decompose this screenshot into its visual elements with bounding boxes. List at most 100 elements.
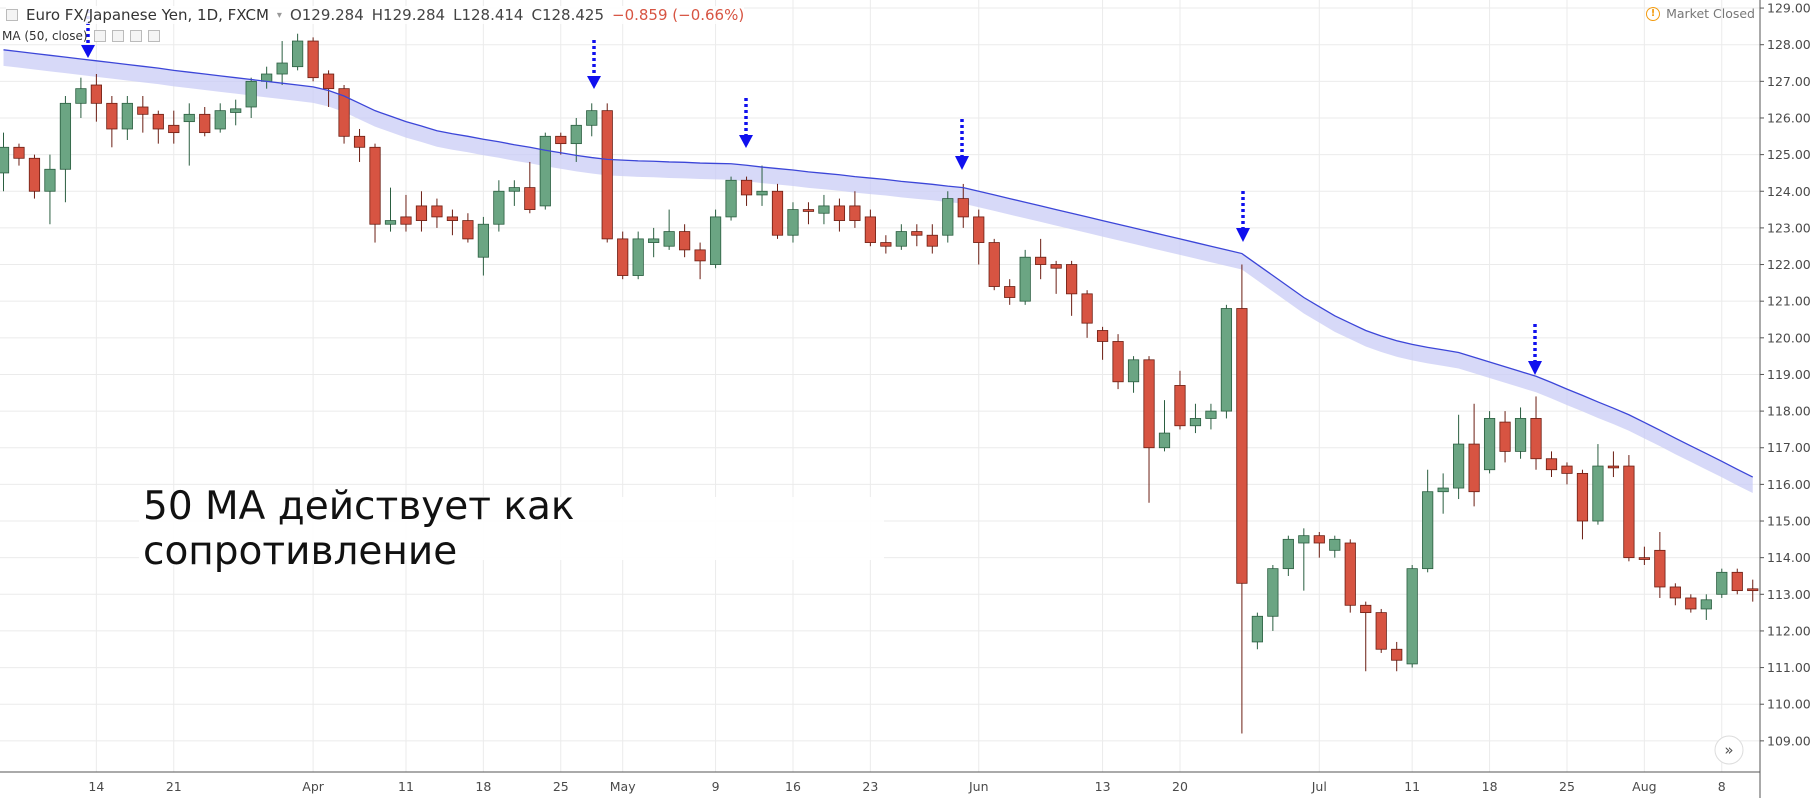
candle-body — [1298, 535, 1310, 544]
candle-body — [415, 205, 428, 221]
open-value: O129.284 — [289, 6, 364, 24]
candle-body — [508, 187, 520, 192]
candle-body — [1483, 418, 1496, 471]
y-tick-label: 123.000 — [1767, 220, 1811, 235]
candle-body — [1158, 432, 1171, 449]
market-status: ! Market Closed — [1646, 6, 1755, 21]
candle-body — [214, 110, 226, 130]
high-value: H129.284 — [371, 6, 446, 24]
candle-body — [1174, 385, 1186, 427]
low-value: L128.414 — [453, 6, 524, 24]
candle-body — [663, 231, 675, 247]
candle-body — [121, 102, 133, 130]
candle-body — [168, 124, 180, 134]
candle-body — [679, 231, 691, 251]
annotation: 50 MA действует как сопротивление — [139, 484, 884, 574]
candle-body — [1623, 465, 1635, 559]
y-tick-label: 114.000 — [1767, 550, 1811, 565]
candle-body — [1081, 293, 1093, 324]
candle-body — [1220, 308, 1233, 412]
y-tick-label: 122.000 — [1767, 257, 1811, 272]
candle-body — [59, 102, 72, 170]
candle-body — [1019, 256, 1031, 302]
x-tick-label: May — [610, 779, 636, 794]
y-tick-label: 117.000 — [1767, 440, 1811, 455]
candle-body — [1251, 615, 1263, 643]
indicator-button[interactable] — [93, 30, 106, 42]
candle-body — [1685, 597, 1697, 610]
candle-body — [1096, 330, 1109, 342]
y-tick-label: 110.000 — [1767, 697, 1811, 712]
candle-body — [1654, 549, 1666, 588]
x-tick-label: Aug — [1632, 779, 1656, 794]
status-icon: ! — [1646, 6, 1661, 21]
candle-body — [539, 135, 551, 207]
scroll-icon[interactable]: » — [1724, 741, 1733, 759]
annotation-text: 50 MA действует как сопротивление — [143, 483, 575, 574]
scroll-button[interactable]: » — [1714, 735, 1744, 765]
candle-body — [400, 216, 412, 225]
candle-body — [740, 179, 753, 196]
candle-body — [849, 205, 861, 221]
y-tick-label: 125.000 — [1767, 147, 1811, 162]
candle-body — [292, 40, 304, 68]
status-text: Market Closed — [1666, 6, 1755, 21]
y-tick-label: 115.000 — [1767, 514, 1811, 529]
x-tick-label: Jul — [1311, 779, 1327, 794]
candle-body — [199, 113, 211, 134]
x-tick-label: 25 — [553, 779, 569, 794]
y-tick-label: 124.000 — [1767, 184, 1811, 199]
arrow — [1236, 191, 1250, 242]
candle-body — [1561, 465, 1573, 474]
x-tick-label: 8 — [1718, 779, 1726, 794]
candle-body — [44, 168, 56, 192]
candle-body — [1422, 491, 1434, 570]
y-tick-label: 126.000 — [1767, 110, 1811, 125]
candle-body — [1731, 571, 1743, 592]
candle-body — [137, 106, 149, 115]
arrow — [955, 119, 969, 170]
close-value: C128.425 — [531, 6, 604, 24]
candle-body — [833, 205, 846, 221]
candle-body — [1716, 571, 1728, 595]
candle-body — [756, 190, 768, 196]
candle-body — [632, 238, 644, 276]
indicator-button[interactable] — [111, 30, 124, 42]
y-tick-label: 109.000 — [1767, 733, 1811, 748]
candle-body — [802, 209, 815, 212]
caret[interactable]: ▾ — [276, 9, 282, 21]
y-tick-label: 119.000 — [1767, 367, 1811, 382]
axes: 109.000 110.000 111.000 112.000 113.000 114.0… — [88, 1, 1811, 794]
indicator-button[interactable] — [147, 30, 160, 42]
x-tick-label: 25 — [1559, 779, 1575, 794]
indicator-button[interactable] — [129, 30, 142, 42]
y-tick-label: 113.000 — [1767, 587, 1811, 602]
candle-body — [384, 220, 397, 225]
candle-body — [648, 238, 660, 243]
candle-body — [926, 234, 938, 247]
candle-body — [1205, 410, 1217, 419]
ma-label: MA (50, close) — [2, 29, 88, 43]
candle-body — [1112, 341, 1124, 383]
candle-body — [1530, 418, 1542, 460]
candle-body — [1499, 421, 1511, 452]
candle-body — [709, 216, 722, 265]
candle-body — [1607, 465, 1620, 469]
candle-body — [431, 205, 443, 218]
candle-body — [1700, 599, 1712, 610]
candle-body — [230, 108, 242, 113]
candle-body — [261, 73, 273, 82]
y-tick-label: 111.000 — [1767, 660, 1811, 675]
candle-body — [1638, 557, 1650, 560]
x-tick-label: 21 — [166, 779, 182, 794]
candle-body — [694, 249, 706, 262]
indicator-row: MA (50, close) — [2, 29, 160, 43]
candle-body — [183, 113, 195, 123]
collapse-icon[interactable] — [6, 9, 18, 21]
ma-line — [3, 49, 1754, 478]
x-tick-label: 9 — [712, 779, 720, 794]
candle-body — [725, 179, 737, 218]
candle-body — [1236, 308, 1248, 584]
